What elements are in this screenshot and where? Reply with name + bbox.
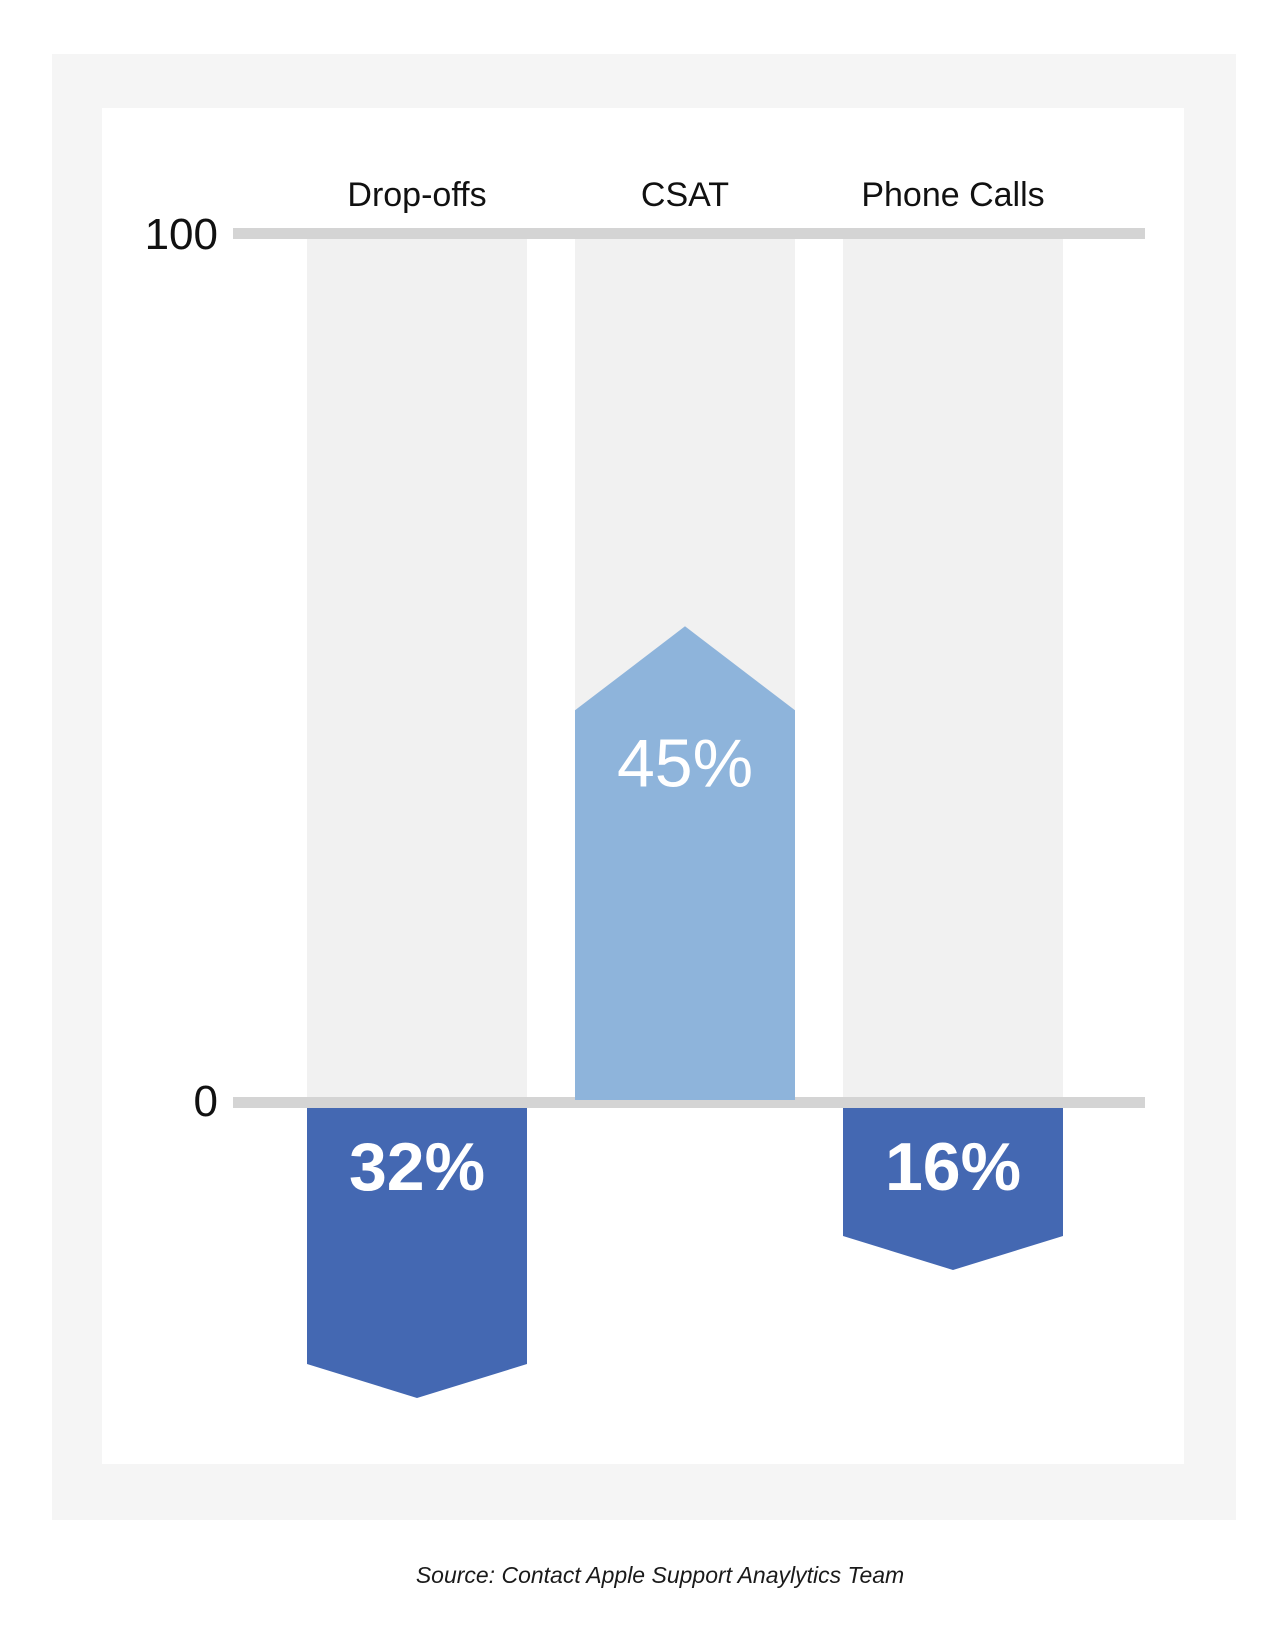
zero-axis-line [233,1097,1145,1108]
y-tick-label: 100 [145,210,218,259]
y-tick-label: 0 [194,1077,218,1126]
bar-value-label: 45% [617,725,753,801]
bar-track [307,234,527,1100]
bar [307,1108,527,1398]
bar-value-label: 16% [885,1129,1021,1205]
bar [843,1108,1063,1270]
bar-value-label: 32% [349,1129,485,1205]
category-label: Drop-offs [347,176,486,214]
bar-track [843,234,1063,1100]
category-label: Phone Calls [861,176,1044,214]
bar [575,626,795,1100]
category-label: CSAT [641,176,729,214]
top-axis-line [233,228,1145,239]
source-note: Source: Contact Apple Support Anaylytics… [415,1562,905,1588]
